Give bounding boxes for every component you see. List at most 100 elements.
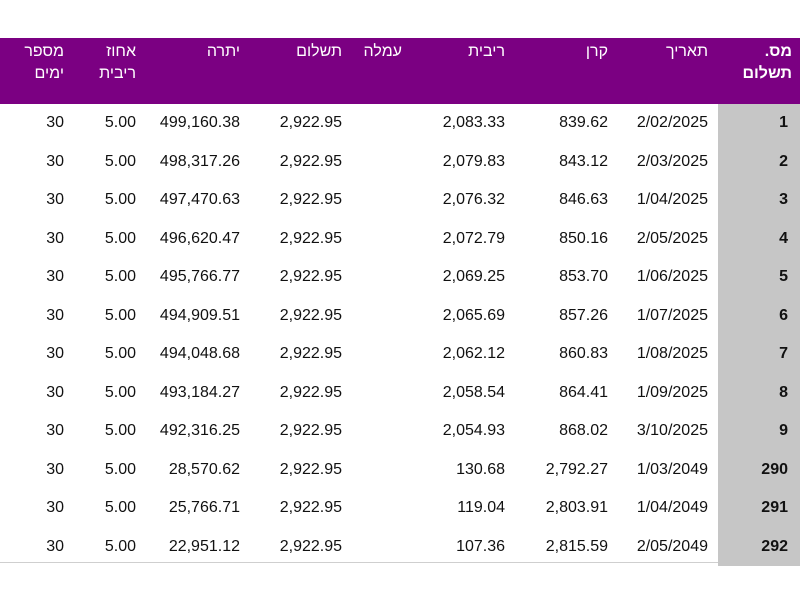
cell-days: 30: [46, 229, 64, 247]
cell-balance: 494,909.51: [159, 306, 240, 324]
table-header: מס. תשלום תאריך קרן ריבית עמלה תשלום יתר…: [0, 38, 800, 104]
cell-fee: [352, 374, 412, 413]
header-payment: תשלום: [296, 43, 342, 60]
cell-interest-rate: 5.00: [104, 499, 136, 517]
cell-interest-rate: 5.00: [104, 191, 136, 209]
header-row: מס. תשלום תאריך קרן ריבית עמלה תשלום יתר…: [0, 38, 800, 104]
table-row: 4 2/05/2025 850.16 2,072.79 2,922.95 496,620.…: [0, 219, 800, 259]
cell-payment-no: 9: [718, 412, 800, 451]
cell-interest: 2,065.69: [442, 306, 505, 324]
cell-days: 30: [46, 191, 64, 209]
cell-balance: 493,184.27: [159, 383, 240, 401]
table-row: 290 1/03/2049 2,792.27 130.68 2,922.95 28,570…: [0, 450, 800, 490]
cell-date: 1/03/2049: [636, 460, 708, 478]
cell-days: 30: [46, 383, 64, 401]
cell-balance: 28,570.62: [168, 460, 240, 478]
cell-balance: 22,951.12: [168, 537, 240, 555]
cell-interest-rate: 5.00: [104, 268, 136, 286]
cell-principal: 864.41: [559, 383, 608, 401]
header-balance: יתרה: [206, 43, 240, 60]
cell-date: 3/10/2025: [636, 422, 708, 440]
cell-payment: 2,922.95: [279, 422, 342, 440]
cell-interest: 2,069.25: [442, 268, 505, 286]
cell-principal: 839.62: [559, 114, 608, 132]
cell-interest-rate: 5.00: [104, 229, 136, 247]
cell-fee: [352, 451, 412, 490]
table-row: 5 1/06/2025 853.70 2,069.25 2,922.95 495,766.…: [0, 258, 800, 297]
cell-interest-rate: 5.00: [104, 537, 136, 555]
cell-days: 30: [46, 306, 64, 324]
cell-date: 1/06/2025: [636, 268, 708, 286]
cell-payment: 2,922.95: [279, 229, 342, 247]
cell-interest-rate: 5.00: [104, 152, 136, 170]
cell-balance: 25,766.71: [168, 499, 240, 517]
table-row: 2 2/03/2025 843.12 2,079.83 2,922.95 498,317.…: [0, 142, 800, 182]
table-row: 8 1/09/2025 864.41 2,058.54 2,922.95 493,184.…: [0, 373, 800, 413]
header-principal: קרן: [585, 43, 608, 60]
cell-fee: [352, 258, 412, 297]
cell-days: 30: [46, 422, 64, 440]
cell-payment-no: 1: [718, 104, 800, 143]
cell-balance: 497,470.63: [159, 191, 240, 209]
cell-fee: [352, 489, 412, 528]
cell-payment: 2,922.95: [279, 114, 342, 132]
cell-fee: [352, 104, 412, 143]
cell-principal: 2,803.91: [545, 499, 608, 517]
cell-date: 1/04/2049: [636, 499, 708, 517]
table-row: 292 2/05/2049 2,815.59 107.36 2,922.95 22,951…: [0, 527, 800, 566]
cell-principal: 860.83: [559, 345, 608, 363]
cell-payment-no: 291: [718, 489, 800, 528]
cell-payment-no: 7: [718, 335, 800, 374]
cell-payment-no: 6: [718, 296, 800, 335]
cell-balance: 499,160.38: [159, 114, 240, 132]
cell-payment: 2,922.95: [279, 537, 342, 555]
cell-interest: 2,058.54: [442, 383, 505, 401]
cell-principal: 843.12: [559, 152, 608, 170]
cell-interest: 130.68: [456, 460, 505, 478]
header-fee: עמלה: [363, 43, 402, 60]
cell-interest-rate: 5.00: [104, 383, 136, 401]
cell-date: 1/07/2025: [636, 306, 708, 324]
cell-principal: 853.70: [559, 268, 608, 286]
cell-interest: 2,054.93: [442, 422, 505, 440]
cell-days: 30: [46, 152, 64, 170]
cell-payment: 2,922.95: [279, 152, 342, 170]
cell-interest-rate: 5.00: [104, 422, 136, 440]
cell-interest: 2,072.79: [442, 229, 505, 247]
table-body: 1 2/02/2025 839.62 2,083.33 2,922.95 499,160.…: [0, 104, 800, 566]
cell-interest-rate: 5.00: [104, 306, 136, 324]
cell-date: 2/02/2025: [636, 114, 708, 132]
cell-fee: [352, 297, 412, 336]
cell-payment: 2,922.95: [279, 460, 342, 478]
table-row: 9 3/10/2025 868.02 2,054.93 2,922.95 492,316.…: [0, 412, 800, 451]
cell-payment-no: 2: [718, 142, 800, 181]
cell-payment-no: 290: [718, 450, 800, 489]
amortization-table: מס. תשלום תאריך קרן ריבית עמלה תשלום יתר…: [0, 38, 800, 566]
cell-principal: 850.16: [559, 229, 608, 247]
cell-payment: 2,922.95: [279, 306, 342, 324]
cell-payment: 2,922.95: [279, 345, 342, 363]
cell-interest: 2,076.32: [442, 191, 505, 209]
header-interest-rate: אחוז ריבית: [99, 43, 136, 82]
cell-balance: 498,317.26: [159, 152, 240, 170]
table-row: 7 1/08/2025 860.83 2,062.12 2,922.95 494,048.…: [0, 335, 800, 374]
cell-date: 2/05/2025: [636, 229, 708, 247]
cell-balance: 495,766.77: [159, 268, 240, 286]
cell-date: 1/08/2025: [636, 345, 708, 363]
cell-interest-rate: 5.00: [104, 114, 136, 132]
cell-principal: 2,815.59: [545, 537, 608, 555]
cell-fee: [352, 143, 412, 182]
cell-principal: 2,792.27: [545, 460, 608, 478]
table-row: 3 1/04/2025 846.63 2,076.32 2,922.95 497,470.…: [0, 181, 800, 220]
cell-days: 30: [46, 537, 64, 555]
cell-payment: 2,922.95: [279, 268, 342, 286]
cell-balance: 494,048.68: [159, 345, 240, 363]
cell-interest: 119.04: [457, 499, 505, 517]
cell-fee: [352, 181, 412, 220]
cell-fee: [352, 220, 412, 259]
cell-interest: 2,079.83: [442, 152, 505, 170]
cell-payment-no: 3: [718, 181, 800, 220]
cell-days: 30: [46, 499, 64, 517]
header-date: תאריך: [665, 43, 708, 60]
cell-days: 30: [46, 345, 64, 363]
